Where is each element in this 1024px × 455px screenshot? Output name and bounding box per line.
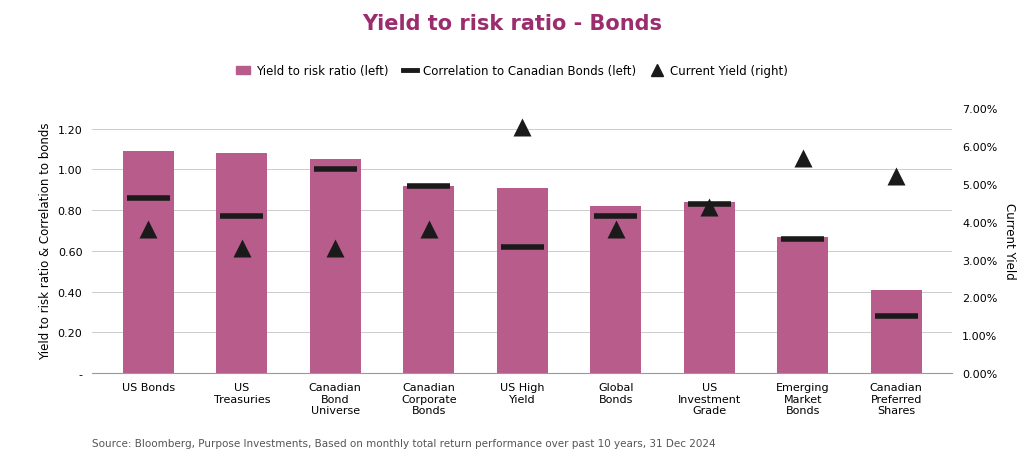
Bar (309, 160, 361, 373)
Bar (870, 290, 922, 373)
Bar (403, 187, 455, 373)
Bar (497, 188, 548, 373)
Text: Yield to risk ratio - Bonds: Yield to risk ratio - Bonds (362, 14, 662, 34)
Y-axis label: Current Yield: Current Yield (1002, 203, 1016, 279)
Y-axis label: Yield to risk ratio & Correlation to bonds: Yield to risk ratio & Correlation to bon… (39, 123, 52, 359)
Bar (590, 207, 641, 373)
Bar (123, 152, 174, 373)
Bar (777, 237, 828, 373)
Legend: Yield to risk ratio (left), Correlation to Canadian Bonds (left), Current Yield : Yield to risk ratio (left), Correlation … (231, 61, 793, 83)
Bar (216, 154, 267, 373)
Bar (684, 202, 735, 373)
Text: Source: Bloomberg, Purpose Investments, Based on monthly total return performanc: Source: Bloomberg, Purpose Investments, … (92, 438, 716, 448)
